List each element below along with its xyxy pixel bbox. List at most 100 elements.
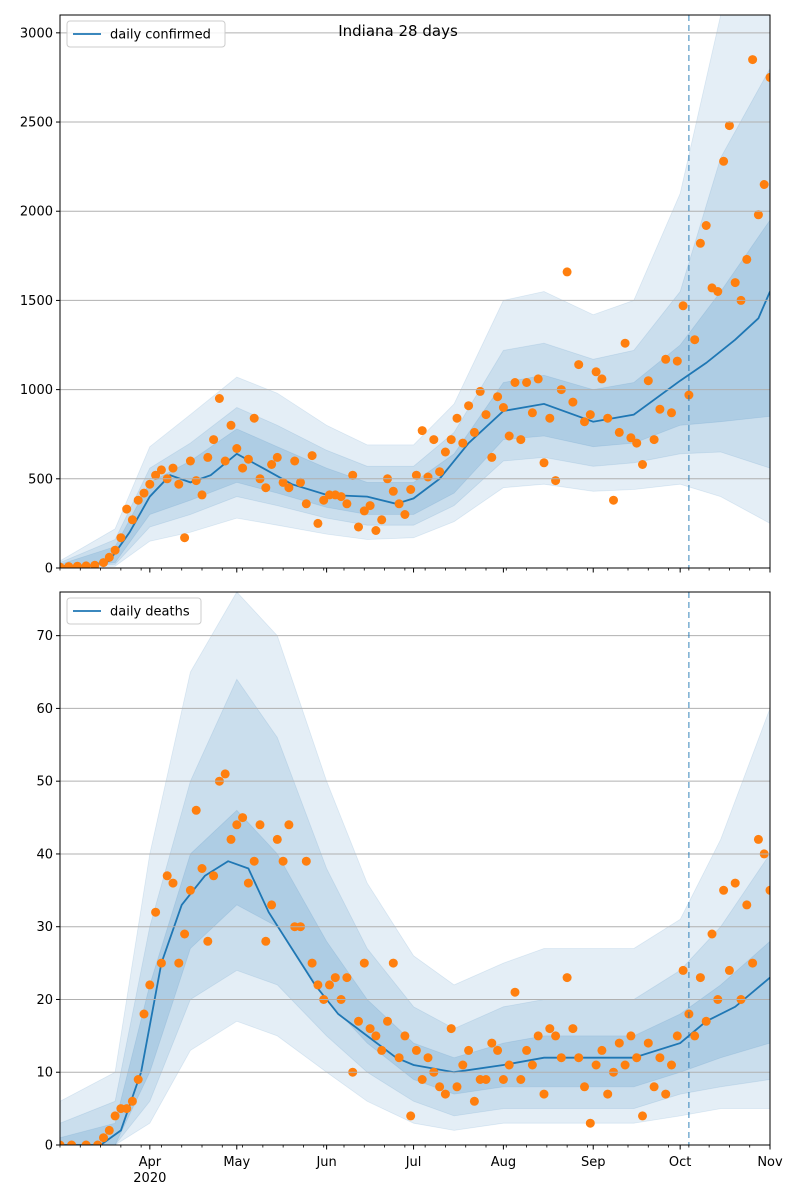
data-point [626,433,636,443]
data-point [614,1038,624,1048]
data-point [649,1082,659,1092]
data-point [724,965,734,975]
data-point [64,562,74,568]
data-point [151,907,161,917]
data-point [620,338,630,348]
data-point [203,936,213,946]
data-point [325,980,334,990]
axes-frame [59,14,771,569]
data-point [585,410,595,420]
data-point [574,360,584,370]
data-point [562,973,572,983]
data-point [643,376,653,386]
data-point [765,885,770,895]
data-point [510,987,520,997]
data-point [516,435,526,445]
y-tick-label: 30 [36,920,53,935]
data-point [753,210,763,220]
data-point [707,929,717,939]
data-point [522,378,532,387]
data-point [81,1140,91,1145]
data-point [632,1053,642,1063]
data-point [481,1075,491,1084]
data-point [678,301,688,311]
uncertainty-band-outer [60,592,770,1145]
data-point [695,973,705,983]
x-tick-label: Nov [757,1155,783,1170]
data-point [365,1024,375,1034]
data-point [400,510,410,519]
y-tick-label: 3000 [20,26,53,41]
data-point [690,1031,700,1041]
data-point [655,404,665,414]
data-point [556,1053,566,1063]
data-point [580,417,589,427]
data-point [249,856,259,866]
data-point [603,1089,613,1099]
x-tick-label: Oct [669,1155,691,1170]
data-point [493,1045,503,1055]
data-point [464,401,474,411]
data-point [765,72,770,82]
data-point [464,1045,474,1055]
uncertainty-band-middle [60,678,770,1145]
uncertainty-band-outer [60,15,770,568]
data-point [759,180,769,189]
data-point [319,495,329,505]
data-point [527,408,537,418]
data-point [742,254,752,264]
x-tick-label: Jun [315,1155,336,1170]
data-point [597,374,607,384]
y-tick-label: 20 [36,993,53,1008]
data-point [174,958,184,968]
data-point [284,820,294,830]
data-point [174,479,184,489]
data-point [539,1089,549,1099]
data-point [90,560,100,568]
data-point [238,813,248,823]
data-point [301,856,311,866]
data-point [359,958,369,968]
data-point [255,820,265,830]
data-point [359,506,369,516]
data-point [406,1111,416,1121]
data-point [719,156,729,166]
data-point [469,427,479,437]
data-point [371,526,381,535]
data-point [388,486,398,496]
data-point [272,452,282,462]
data-point [261,936,271,946]
data-point [591,1060,601,1070]
data-point [527,1060,537,1070]
y-tick-label: 2000 [20,205,53,220]
data-point [545,413,555,423]
data-point [249,413,259,423]
data-point [278,856,288,866]
data-point [197,490,207,500]
data-point [493,392,503,402]
plot-area [60,592,770,1145]
data-point [180,929,190,939]
data-point [649,435,659,445]
data-point [110,545,120,555]
data-point [574,1053,584,1063]
data-point [713,287,723,296]
data-point [487,452,497,462]
x-tick-label: Aug [491,1155,516,1170]
data-point [603,413,613,423]
data-point [220,456,230,466]
data-point [168,463,178,473]
data-point [220,769,230,779]
data-point [458,1060,468,1070]
data-point [724,121,734,131]
data-point [127,1096,137,1106]
data-point [104,552,114,562]
y-tick-label: 40 [36,847,53,862]
y-tick-label: 0 [45,1139,53,1154]
data-point [458,438,468,448]
data-point [620,1060,630,1070]
data-point [133,495,143,505]
data-point [585,1118,595,1128]
data-point [127,515,137,525]
